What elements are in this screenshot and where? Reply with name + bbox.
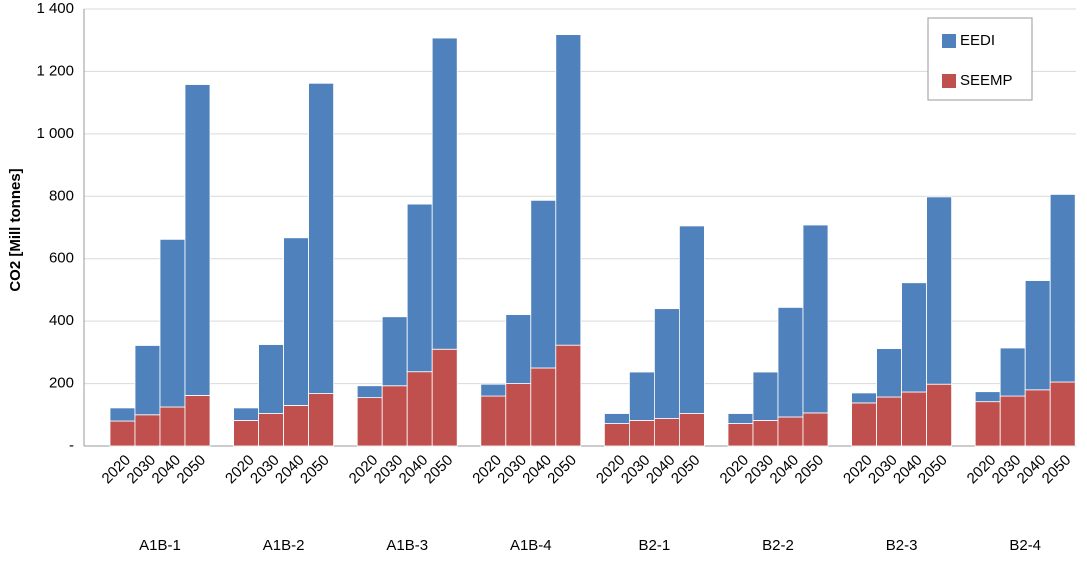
bar-segment [604,413,630,424]
y-tick-label: 1 400 [36,0,74,17]
y-tick-label: 400 [49,312,74,329]
bar-segment [184,84,211,396]
bar-segment [974,401,1001,447]
x-tick-label: 2050 [544,452,580,488]
bar-segment [679,413,705,447]
bar-segment [356,397,383,447]
bar-segment [308,82,335,394]
bar-segment [258,344,285,414]
group-label: A1B-4 [510,537,552,554]
group-label: B2-2 [762,537,794,554]
bar-segment [1024,280,1051,391]
bar-segment [999,347,1026,397]
bar-segment [555,34,582,346]
bar-segment [926,196,952,385]
bar-segment [134,345,161,416]
y-tick-label: 800 [49,187,74,204]
bar-segment [159,406,186,447]
bar-segment [283,237,310,406]
bar-segment [109,420,136,447]
bar-segment [654,308,680,419]
bar-segment [727,423,754,447]
bar-segment [233,407,260,421]
bar-segment [406,371,433,447]
bar-segment [777,416,804,447]
y-tick-label: 200 [49,375,74,392]
group-label: B2-4 [1009,537,1041,554]
bar-segment [505,383,532,447]
bar-segment [184,395,211,447]
x-tick-label: 2050 [668,452,704,488]
bar-segment [530,367,557,447]
bar-segment [629,420,655,447]
bar-segment [926,383,952,447]
bar-segment [283,405,310,447]
bar-segment [802,224,829,414]
bar-segment [901,391,927,447]
bar-segment [604,423,630,447]
bar-segment [901,282,927,393]
x-tick-label: 2050 [421,452,457,488]
bar-segment [876,348,902,398]
bar-segment [876,396,902,447]
bar-segment [1049,194,1076,383]
legend-swatch [942,74,956,88]
y-tick-label: 600 [49,250,74,267]
bar-segment [654,418,680,447]
x-tick-label: 2050 [297,452,333,488]
bar-segment [777,307,804,418]
legend-label: SEEMP [960,72,1013,89]
group-label: A1B-1 [139,537,181,554]
bar-segment [159,238,186,408]
bar-segment [480,395,507,447]
bar-segment [851,402,877,447]
bar-segment [974,391,1001,403]
bar-segment [480,383,507,397]
bar-segment [505,314,532,384]
bar-segment [851,392,877,404]
bar-segment [629,371,655,421]
bar-segment [999,395,1026,447]
legend-label: EEDI [960,32,995,49]
bar-segment [431,348,458,447]
x-tick-label: 2050 [915,452,951,488]
group-label: B2-3 [886,537,918,554]
y-tick-label: - [69,437,74,454]
bar-segment [727,413,754,424]
bar-segment [555,344,582,447]
bar-segment [431,37,458,350]
bar-segment [308,393,335,447]
bar-segment [258,413,285,447]
bar-segment [679,225,705,414]
group-label: A1B-2 [263,537,305,554]
bar-segment [109,407,136,422]
bar-segment [381,316,408,387]
bar-segment [233,420,260,447]
group-label: B2-1 [639,537,671,554]
bar-segment [1049,381,1076,447]
bar-segment [752,371,779,421]
bar-segment [406,203,433,373]
y-tick-label: 1 000 [36,125,74,142]
bar-segment [530,199,557,369]
legend-swatch [942,34,956,48]
x-tick-label: 2050 [792,452,828,488]
bar-segment [802,412,829,447]
x-tick-label: 2050 [174,452,210,488]
x-tick-label: 2050 [1039,452,1075,488]
group-label: A1B-3 [386,537,428,554]
y-axis-label: CO2 [Mill tonnes] [7,168,24,291]
bar-segment [752,420,779,447]
bar-segment [356,385,383,399]
bar-segment [1024,389,1051,447]
y-tick-label: 1 200 [36,62,74,79]
bar-segment [134,414,161,447]
bar-segment [381,385,408,447]
